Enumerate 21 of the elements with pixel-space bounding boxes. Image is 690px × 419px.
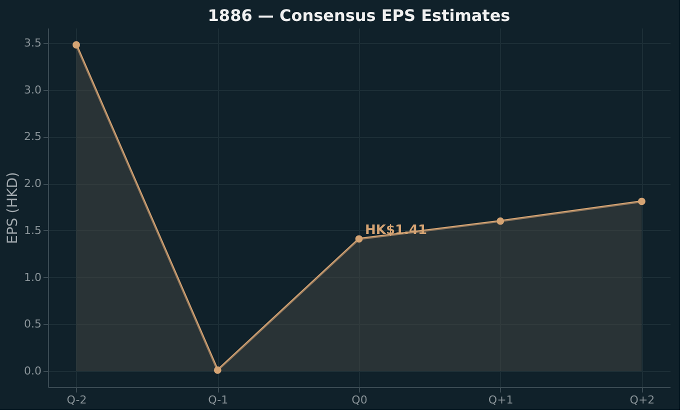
y-tick-label: 2.5	[24, 130, 42, 144]
point	[72, 41, 80, 49]
point	[638, 198, 646, 206]
y-tick-label: 2.0	[24, 177, 42, 190]
chart-title: 1886 — Consensus EPS Estimates	[208, 6, 510, 25]
point	[214, 366, 222, 374]
y-tick-label: 0.5	[24, 318, 42, 331]
x-tick-label: Q-1	[208, 394, 228, 406]
y-tick-label: 1.5	[24, 224, 42, 237]
annotation: HK$1.41	[365, 222, 428, 238]
y-tick-label: 3.5	[24, 36, 42, 50]
point	[355, 235, 363, 243]
y-tick-label: 0.0	[24, 364, 42, 378]
y-tick-label: 1.0	[24, 270, 42, 284]
x-tick-label: Q+2	[630, 394, 655, 406]
x-tick-label: Q+1	[488, 394, 514, 406]
x-tick-label: Q-2	[66, 394, 87, 406]
x-tick-label: Q0	[352, 394, 368, 406]
y-tick-label: 3.0	[24, 83, 42, 96]
point	[496, 217, 504, 225]
y-axis-title: EPS (HKD)	[5, 172, 22, 244]
